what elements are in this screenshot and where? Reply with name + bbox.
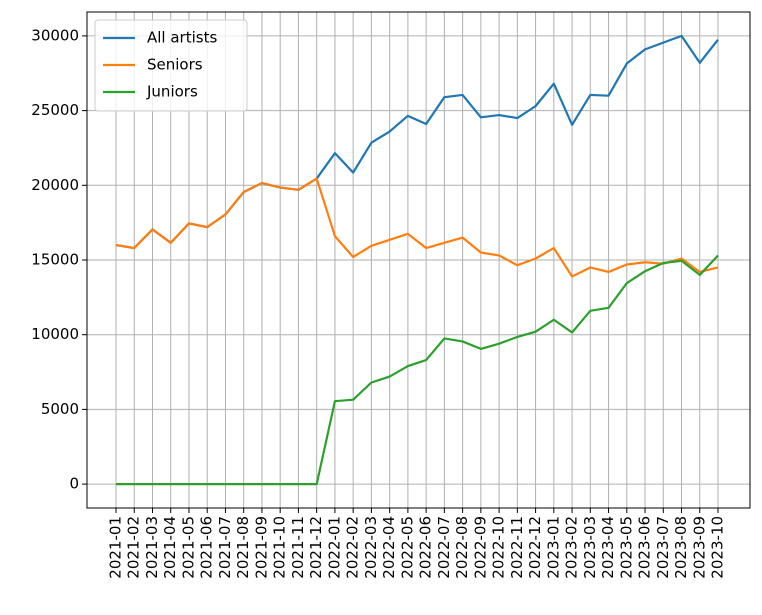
x-tick-label: 2022-06 <box>417 516 435 579</box>
legend-label: Seniors <box>147 56 203 74</box>
x-tick-label: 2022-08 <box>453 516 471 579</box>
y-tick-label: 5000 <box>41 400 79 418</box>
x-tick-label: 2023-05 <box>617 516 635 579</box>
line-series <box>115 177 719 278</box>
x-tick-label: 2021-11 <box>289 516 307 579</box>
x-tick-label: 2021-10 <box>271 516 289 579</box>
x-tick-label: 2021-12 <box>307 516 325 579</box>
x-tick-label: 2022-05 <box>398 516 416 579</box>
x-tick-label: 2022-01 <box>325 516 343 579</box>
x-tick-label: 2023-01 <box>544 516 562 579</box>
x-tick-label: 2022-12 <box>526 516 544 579</box>
x-tick-label: 2021-04 <box>161 516 179 579</box>
x-tick-label: 2021-02 <box>125 516 143 579</box>
x-tick-label: 2023-03 <box>581 516 599 579</box>
x-tick-label: 2021-06 <box>198 516 216 579</box>
x-tick-label: 2022-09 <box>471 516 489 579</box>
y-tick-label: 30000 <box>31 26 79 44</box>
x-tick-label: 2021-03 <box>143 516 161 579</box>
y-tick-label: 25000 <box>31 101 79 119</box>
x-tick-label: 2021-07 <box>216 516 234 579</box>
x-tick-label: 2022-07 <box>435 516 453 579</box>
x-tick-label: 2022-02 <box>344 516 362 579</box>
x-tick-label: 2022-04 <box>380 516 398 579</box>
x-tick-label: 2023-06 <box>636 516 654 579</box>
line-series <box>116 254 719 486</box>
legend-label: Juniors <box>146 83 198 101</box>
y-tick-label: 15000 <box>31 251 79 269</box>
x-tick-label: 2023-10 <box>709 516 727 579</box>
plot-frame <box>86 11 751 509</box>
x-tick-label: 2021-01 <box>107 516 125 579</box>
x-tick-label: 2022-03 <box>362 516 380 579</box>
legend-label: All artists <box>147 29 217 47</box>
y-tick-label: 20000 <box>31 176 79 194</box>
x-tick-label: 2023-04 <box>599 516 617 579</box>
x-tick-label: 2023-02 <box>563 516 581 579</box>
x-tick-label: 2021-05 <box>179 516 197 579</box>
x-tick-label: 2023-07 <box>654 516 672 579</box>
x-tick-label: 2022-11 <box>508 516 526 579</box>
x-tick-label: 2021-09 <box>252 516 270 579</box>
x-tick-label: 2023-09 <box>690 516 708 579</box>
x-tick-label: 2023-08 <box>672 516 690 579</box>
legend: All artists Seniors Juniors <box>94 19 248 112</box>
y-tick-label: 10000 <box>31 325 79 343</box>
x-tick-label: 2021-08 <box>234 516 252 579</box>
y-tick-label: 0 <box>69 475 79 493</box>
legend-box <box>94 19 248 112</box>
x-tick-label: 2022-10 <box>490 516 508 579</box>
